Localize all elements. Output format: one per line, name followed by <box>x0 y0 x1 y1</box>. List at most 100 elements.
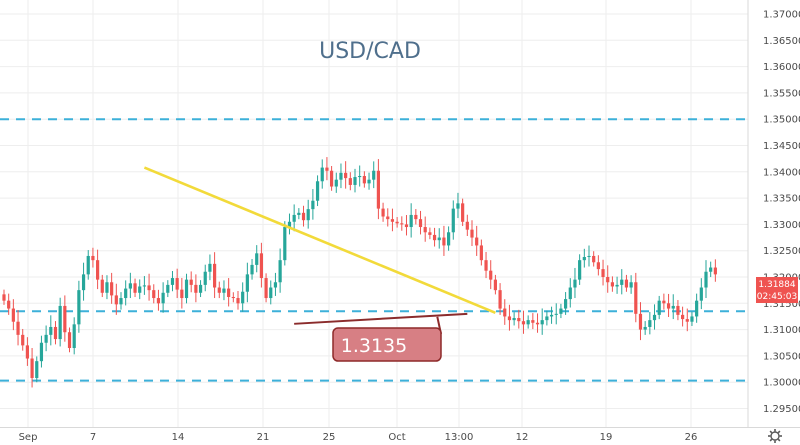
candle-body <box>334 179 338 187</box>
candle <box>348 172 352 191</box>
candle <box>91 247 95 268</box>
candle-body <box>315 181 320 201</box>
candle-body <box>311 200 315 210</box>
candle-body <box>72 324 76 349</box>
candle <box>114 283 118 315</box>
candle-body <box>456 203 460 209</box>
candle-body <box>30 358 34 378</box>
candle <box>7 293 11 315</box>
candle <box>156 289 161 311</box>
candle-body <box>390 219 395 222</box>
candle <box>648 311 652 335</box>
candle-body <box>521 321 526 325</box>
candle-body <box>21 334 25 346</box>
grid-lines <box>0 0 748 427</box>
descending-trendline <box>143 166 496 314</box>
candle <box>428 227 432 240</box>
candle-body <box>470 229 474 238</box>
candle <box>451 200 455 240</box>
candle <box>414 209 418 225</box>
candle-body <box>81 274 86 291</box>
candle <box>564 292 568 315</box>
candle <box>269 280 273 305</box>
candle-body <box>592 255 596 263</box>
candle <box>442 225 446 256</box>
candle <box>306 199 310 229</box>
candle-body <box>124 288 128 299</box>
candle <box>704 260 708 299</box>
candle <box>208 254 212 281</box>
price-level-lines <box>0 118 748 382</box>
candle-body <box>629 282 633 288</box>
candle <box>666 293 671 317</box>
price-axis[interactable] <box>748 0 800 427</box>
candle <box>709 261 713 278</box>
callout-label: 1.3135 <box>341 335 407 357</box>
candle-body <box>545 316 549 321</box>
candle-body <box>184 279 189 299</box>
candle-body <box>695 300 699 317</box>
candle <box>227 278 231 307</box>
candle-body <box>582 257 586 261</box>
candle <box>58 297 62 347</box>
candle-body <box>348 178 352 185</box>
candle <box>681 306 685 327</box>
candle <box>432 227 437 247</box>
candle <box>535 313 540 333</box>
candle-body <box>451 208 455 233</box>
candle <box>142 276 146 295</box>
candle <box>320 159 324 189</box>
candle <box>175 268 179 299</box>
candle-body <box>638 313 643 330</box>
candle <box>297 208 301 220</box>
candle-body <box>606 277 610 283</box>
candle-body <box>507 316 512 321</box>
time-tick-label: 12 <box>516 432 529 443</box>
candle <box>475 225 479 256</box>
candle-body <box>554 313 558 315</box>
candle-body <box>217 287 221 293</box>
candle <box>259 242 263 288</box>
candle <box>470 220 474 246</box>
candle <box>606 265 610 293</box>
candle <box>517 309 521 329</box>
candle <box>44 325 48 352</box>
time-tick-label: 13:00 <box>445 432 474 443</box>
candle-body <box>578 260 582 280</box>
candle-body <box>119 298 123 305</box>
candle <box>521 310 526 334</box>
candle-body <box>601 269 605 277</box>
candle <box>198 280 203 298</box>
candle-body <box>713 267 717 275</box>
candle <box>35 356 39 383</box>
candle-body <box>175 278 179 290</box>
price-tick-label: 1.33500 <box>763 194 800 205</box>
candle-body <box>624 279 629 288</box>
candle-body <box>287 221 292 228</box>
candle <box>624 274 629 292</box>
candle <box>447 226 451 251</box>
candle <box>507 304 512 331</box>
candle <box>283 221 287 266</box>
candle <box>273 272 278 296</box>
price-tick-label: 1.31000 <box>763 325 800 336</box>
candle-body <box>549 314 554 317</box>
candle-body <box>442 237 446 246</box>
candle-body <box>559 308 563 314</box>
candle <box>395 217 399 228</box>
candle <box>21 328 25 351</box>
gear-icon[interactable] <box>768 429 782 443</box>
candle-body <box>465 221 469 230</box>
candle <box>418 210 423 235</box>
candle-body <box>264 278 268 299</box>
candle <box>629 275 633 294</box>
candle <box>315 175 320 207</box>
candle-body <box>414 214 418 220</box>
candle-body <box>447 232 451 246</box>
candle-body <box>100 279 104 293</box>
candle-body <box>259 253 263 279</box>
candle-body <box>362 176 366 184</box>
time-axis[interactable] <box>0 428 748 445</box>
candle-body <box>489 270 493 280</box>
candle-body <box>531 320 535 323</box>
